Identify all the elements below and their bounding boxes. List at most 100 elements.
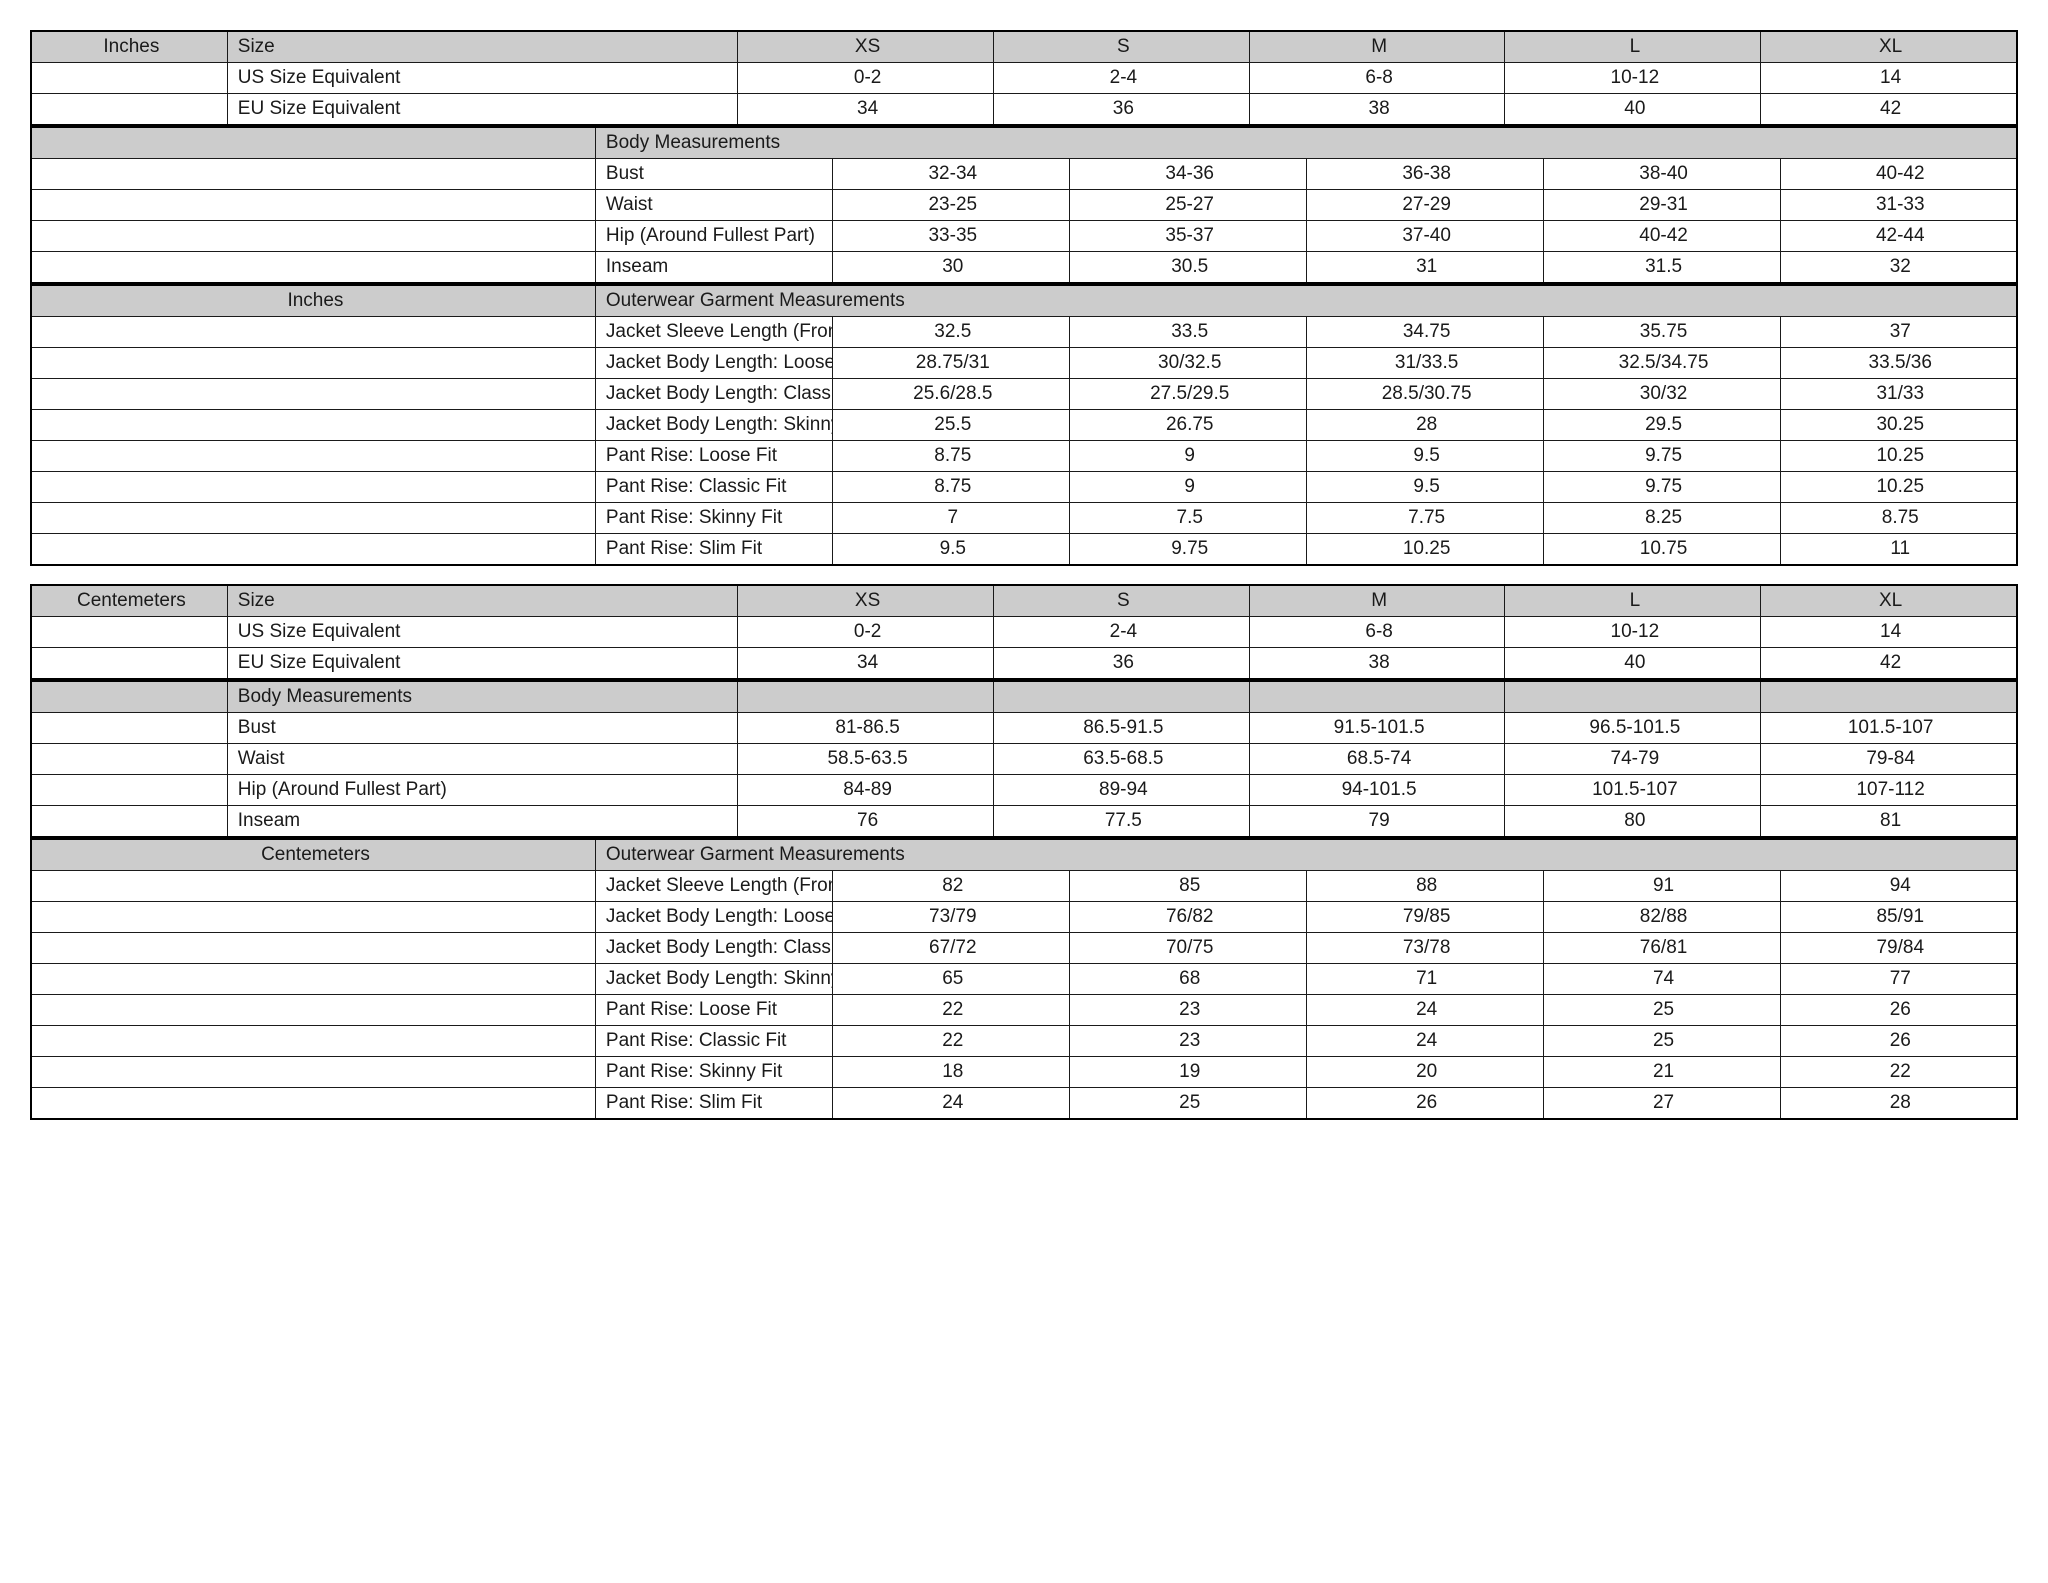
- value-cell: L: [1505, 585, 1761, 617]
- label-cell: Bust: [595, 159, 832, 190]
- table-row: Pant Rise: Classic Fit2223242526: [31, 1026, 2017, 1057]
- value-cell: 22: [1780, 1057, 2017, 1088]
- label-cell: Bust: [227, 713, 737, 744]
- value-cell: 25.5: [832, 410, 1069, 441]
- unit-label-cell: [31, 648, 227, 680]
- size-table: InchesSizeXSSMLXLUS Size Equivalent0-22-…: [30, 30, 2018, 126]
- unit-label-cell: [31, 681, 227, 713]
- value-cell: 26.75: [1069, 410, 1306, 441]
- table-row: Jacket Sleeve Length (From Back Neck)828…: [31, 871, 2017, 902]
- value-cell: 30: [832, 252, 1069, 284]
- value-cell: 0-2: [738, 617, 994, 648]
- table-row: Jacket Sleeve Length (From Back Neck)32.…: [31, 317, 2017, 348]
- value-cell: 29.5: [1543, 410, 1780, 441]
- value-cell: 31-33: [1780, 190, 2017, 221]
- unit-label-cell: [31, 503, 595, 534]
- table-row: US Size Equivalent0-22-46-810-1214: [31, 617, 2017, 648]
- value-cell: 73/79: [832, 902, 1069, 933]
- value-cell: 68: [1069, 964, 1306, 995]
- label-cell: Waist: [227, 744, 737, 775]
- unit-label-cell: Inches: [31, 285, 595, 317]
- value-cell: 9.75: [1543, 441, 1780, 472]
- value-cell: 79/84: [1780, 933, 2017, 964]
- value-cell: 29-31: [1543, 190, 1780, 221]
- value-cell: 77.5: [993, 806, 1249, 838]
- value-cell: 40-42: [1780, 159, 2017, 190]
- table-row: Pant Rise: Skinny Fit1819202122: [31, 1057, 2017, 1088]
- value-cell: 22: [832, 995, 1069, 1026]
- label-cell: Pant Rise: Skinny Fit: [595, 1057, 832, 1088]
- table-row: Pant Rise: Classic Fit8.7599.59.7510.25: [31, 472, 2017, 503]
- label-cell: Body Measurements: [227, 681, 737, 713]
- size-chart: InchesSizeXSSMLXLUS Size Equivalent0-22-…: [30, 30, 2018, 1120]
- value-cell: 30/32: [1543, 379, 1780, 410]
- value-cell: 7: [832, 503, 1069, 534]
- table-header-row: Body Measurements: [31, 127, 2017, 159]
- value-cell: 14: [1761, 617, 2017, 648]
- value-cell: 63.5-68.5: [993, 744, 1249, 775]
- value-cell: 24: [1306, 1026, 1543, 1057]
- value-cell: 2-4: [993, 63, 1249, 94]
- value-cell: 101.5-107: [1761, 713, 2017, 744]
- label-cell: Jacket Body Length: Skinny/Slim Fit: [595, 410, 832, 441]
- size-table: InchesOuterwear Garment MeasurementsJack…: [30, 284, 2018, 566]
- value-cell: 80: [1505, 806, 1761, 838]
- unit-label-cell: [31, 190, 595, 221]
- label-cell: Jacket Sleeve Length (From Back Neck): [595, 317, 832, 348]
- label-cell: Pant Rise: Slim Fit: [595, 1088, 832, 1120]
- value-cell: 34-36: [1069, 159, 1306, 190]
- value-cell: 36: [993, 648, 1249, 680]
- value-cell: 79: [1249, 806, 1505, 838]
- table-row: Inseam7677.5798081: [31, 806, 2017, 838]
- label-cell: Pant Rise: Loose Fit: [595, 441, 832, 472]
- value-cell: 25: [1543, 1026, 1780, 1057]
- unit-label-cell: [31, 713, 227, 744]
- value-cell: 19: [1069, 1057, 1306, 1088]
- value-cell: 76/81: [1543, 933, 1780, 964]
- table-row: Pant Rise: Slim Fit9.59.7510.2510.7511: [31, 534, 2017, 566]
- value-cell: 68.5-74: [1249, 744, 1505, 775]
- label-cell: Jacket Body Length: Loose Fit: [595, 348, 832, 379]
- value-cell: 23: [1069, 1026, 1306, 1057]
- value-cell: 40: [1505, 94, 1761, 126]
- value-cell: 26: [1306, 1088, 1543, 1120]
- value-cell: 6-8: [1249, 63, 1505, 94]
- table-row: EU Size Equivalent3436384042: [31, 648, 2017, 680]
- value-cell: 14: [1761, 63, 2017, 94]
- value-cell: 85/91: [1780, 902, 2017, 933]
- value-cell: 32.5/34.75: [1543, 348, 1780, 379]
- unit-label-cell: [31, 94, 227, 126]
- value-cell: [1505, 681, 1761, 713]
- value-cell: M: [1249, 31, 1505, 63]
- value-cell: 23: [1069, 995, 1306, 1026]
- value-cell: 32: [1780, 252, 2017, 284]
- table-header-row: Body Measurements: [31, 681, 2017, 713]
- value-cell: 36: [993, 94, 1249, 126]
- value-cell: 10.25: [1306, 534, 1543, 566]
- value-cell: 71: [1306, 964, 1543, 995]
- unit-label-cell: [31, 744, 227, 775]
- value-cell: 25-27: [1069, 190, 1306, 221]
- table-header-row: CentemetersOuterwear Garment Measurement…: [31, 839, 2017, 871]
- table-header-row: InchesOuterwear Garment Measurements: [31, 285, 2017, 317]
- value-cell: 37: [1780, 317, 2017, 348]
- table-row: Hip (Around Fullest Part)84-8989-9494-10…: [31, 775, 2017, 806]
- value-cell: M: [1249, 585, 1505, 617]
- value-cell: 7.5: [1069, 503, 1306, 534]
- value-cell: 42: [1761, 648, 2017, 680]
- size-table: CentemetersSizeXSSMLXLUS Size Equivalent…: [30, 584, 2018, 680]
- value-cell: 8.75: [832, 472, 1069, 503]
- value-cell: 0-2: [738, 63, 994, 94]
- table-row: Waist58.5-63.563.5-68.568.5-7474-7979-84: [31, 744, 2017, 775]
- value-cell: L: [1505, 31, 1761, 63]
- label-cell: EU Size Equivalent: [227, 648, 737, 680]
- value-cell: 42: [1761, 94, 2017, 126]
- value-cell: 10.25: [1780, 441, 2017, 472]
- unit-label-cell: [31, 617, 227, 648]
- unit-label-cell: [31, 127, 595, 159]
- value-cell: 25: [1069, 1088, 1306, 1120]
- table-row: Hip (Around Fullest Part)33-3535-3737-40…: [31, 221, 2017, 252]
- table-row: Pant Rise: Slim Fit2425262728: [31, 1088, 2017, 1120]
- label-cell: Jacket Sleeve Length (From Back Neck): [595, 871, 832, 902]
- value-cell: 40: [1505, 648, 1761, 680]
